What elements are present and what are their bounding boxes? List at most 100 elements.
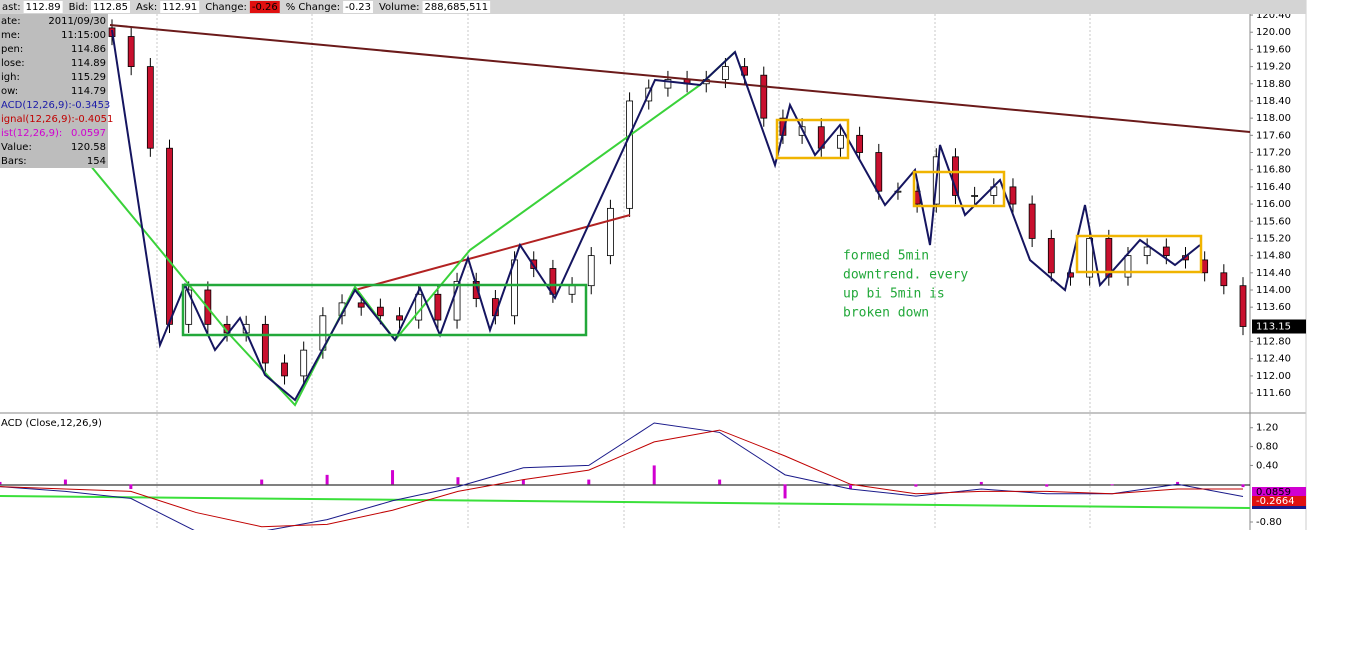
- histogram-bar: [652, 465, 656, 485]
- histogram-bar: [325, 474, 329, 485]
- candle-body: [607, 207, 614, 257]
- header-label: Ask:: [136, 2, 157, 13]
- histogram-bar: [391, 470, 395, 485]
- last-value-label: 0.0859: [1256, 487, 1291, 498]
- histogram-bar: [1241, 484, 1245, 488]
- y-tick-label: 115.60: [1256, 216, 1291, 227]
- annotation: formed 5min downtrend. every up bi 5min is…: [843, 249, 968, 321]
- candle-body: [837, 134, 844, 149]
- header-value: -0.26: [252, 2, 278, 13]
- y-tick-label: 112.00: [1256, 371, 1291, 382]
- y-tick-label: 117.20: [1256, 148, 1291, 159]
- candle-body: [127, 36, 135, 67]
- candle-body: [1201, 259, 1209, 274]
- trendline: [354, 214, 631, 291]
- histogram-bar: [979, 481, 983, 485]
- header-label: Bid:: [69, 2, 88, 13]
- candle-body: [1086, 238, 1094, 278]
- candle-body: [453, 280, 461, 321]
- header-value: -0.23: [345, 2, 371, 13]
- info-label: ignal(12,26,9):-0.4051: [1, 114, 113, 125]
- price-axis: 120.40 120.00 119.60 119.20 118.80 118.40 118.…: [1250, 10, 1306, 528]
- candle-body: [1009, 186, 1017, 205]
- info-bg: [0, 14, 108, 168]
- header-value-bg: [160, 1, 200, 13]
- trendline: [109, 24, 1250, 133]
- info-label: Bars:: [1, 156, 27, 167]
- histogram-bar: [848, 484, 852, 489]
- candle-body: [146, 66, 154, 149]
- y-tick-label: 112.40: [1256, 354, 1291, 365]
- drawings: [89, 24, 1250, 407]
- y-tick-label: 120.00: [1256, 27, 1291, 38]
- candle-body: [1105, 238, 1113, 278]
- y-tick-label: 114.80: [1256, 251, 1291, 262]
- histogram-bar: [1176, 481, 1180, 485]
- candle-body: [376, 306, 384, 317]
- candle-body: [875, 152, 883, 192]
- candle-body: [185, 289, 193, 325]
- info-value: 11:15:00: [61, 30, 106, 41]
- histogram-bar: [587, 479, 591, 485]
- last-price-bg: [1252, 319, 1306, 334]
- range-box: [1075, 234, 1203, 274]
- y-tick-label: 114.40: [1256, 268, 1291, 279]
- y-tick-label: 118.40: [1256, 96, 1291, 107]
- candle-body: [952, 156, 959, 196]
- header-value: 288,685,511: [425, 2, 489, 13]
- info-label: ow:: [1, 86, 18, 97]
- vertical-grid: [156, 14, 1091, 530]
- histogram-bar: [63, 479, 67, 485]
- macd-line: [0, 429, 1243, 528]
- info-label: ACD(12,26,9):-0.3453: [1, 100, 110, 111]
- info-value: 114.89: [71, 58, 106, 69]
- info-value: 154: [87, 156, 106, 167]
- annotation-text: formed 5min: [843, 249, 929, 264]
- info-value: 114.79: [71, 86, 106, 97]
- info-value: 0.0597: [71, 128, 106, 139]
- candle-body: [166, 147, 173, 325]
- candle-body: [281, 362, 288, 377]
- header-value: 112.89: [26, 2, 61, 13]
- candle-body: [396, 315, 403, 321]
- candle-body: [568, 285, 576, 295]
- candle-body: [1067, 272, 1074, 278]
- candle-body: [1220, 272, 1228, 287]
- y-tick-label: 115.20: [1256, 233, 1291, 244]
- y-tick-label: 0.40: [1256, 460, 1278, 471]
- info-label: ist(12,26,9):: [1, 128, 62, 139]
- header-value-bg: [249, 1, 280, 13]
- y-tick-label: 0.80: [1256, 442, 1278, 453]
- annotation-text: broken down: [843, 306, 929, 321]
- histogram-bar: [456, 477, 460, 485]
- header-value-bg: [91, 1, 130, 13]
- candle-body: [434, 293, 442, 321]
- candle-body: [760, 74, 768, 119]
- header-value-bg: [23, 1, 63, 13]
- y-tick-label: 118.80: [1256, 79, 1291, 90]
- info-value: 120.58: [71, 142, 106, 153]
- candle-body: [971, 195, 979, 197]
- info-value: 115.29: [71, 72, 106, 83]
- histogram-bar: [783, 484, 787, 499]
- candle-body: [1162, 246, 1170, 257]
- header-value-bg: [343, 1, 373, 13]
- candle-body: [472, 280, 480, 299]
- histogram-bar: [1045, 484, 1049, 487]
- candle-body: [587, 255, 595, 287]
- y-tick-label: 112.80: [1256, 337, 1291, 348]
- last-price-label: 113.15: [1256, 322, 1291, 333]
- candle-body: [1239, 285, 1247, 327]
- info-box: ate: 2011/09/30 me: 11:15:00 pen: 114.86 lose:…: [0, 14, 113, 168]
- last-value-bg: [1252, 496, 1306, 506]
- candle-body: [300, 349, 308, 377]
- range-box: [775, 118, 850, 160]
- stroke-zigzag: [111, 29, 1201, 402]
- info-value: 114.86: [71, 44, 106, 55]
- histogram-bar: [914, 484, 918, 487]
- candle-body: [722, 66, 729, 80]
- candle-body: [1047, 238, 1055, 274]
- panel-title: ACD (Close,12,26,9): [1, 418, 102, 429]
- header-value-bg: [422, 1, 491, 13]
- candle-body: [261, 323, 269, 364]
